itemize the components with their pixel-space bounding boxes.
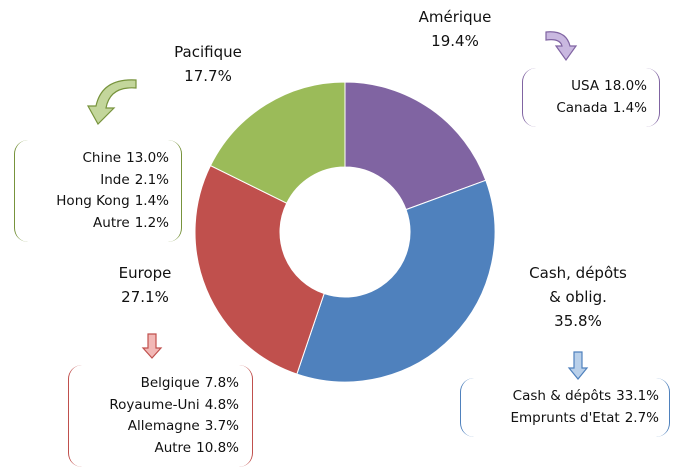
breakdown-value: 2.1% bbox=[134, 171, 169, 188]
breakdown-name: Inde bbox=[100, 171, 130, 188]
breakdown-row: Cash & dépôts 33.1% bbox=[471, 386, 659, 408]
donut-segment bbox=[296, 179, 496, 383]
category-name: Cash, dépôts & oblig. bbox=[529, 264, 627, 306]
category-name: Europe bbox=[118, 264, 172, 282]
breakdown-row: Autre 1.2% bbox=[27, 213, 169, 235]
value-label: 35.8% bbox=[554, 312, 602, 330]
breakdown-row: USA 18.0% bbox=[535, 76, 647, 98]
breakdown-value: 2.7% bbox=[624, 409, 659, 426]
breakdown-value: 4.8% bbox=[204, 396, 239, 413]
breakdown-name: Royaume-Uni bbox=[109, 396, 200, 413]
arrow bbox=[86, 79, 137, 125]
value-label: 19.4% bbox=[431, 32, 479, 50]
breakdown-row: Royaume-Uni 4.8% bbox=[82, 395, 239, 417]
breakdown-name: Chine bbox=[82, 150, 122, 166]
arrow bbox=[567, 351, 589, 380]
value-label: 27.1% bbox=[121, 288, 169, 306]
breakdown-row: Allemagne 3.7% bbox=[82, 416, 239, 438]
breakdown-row: Hong Kong 1.4% bbox=[27, 191, 169, 213]
arrow bbox=[545, 31, 578, 62]
breakdown-box: Belgique 7.8% Royaume-Uni 4.8% Allemagne 3.7%… bbox=[68, 365, 253, 467]
breakdown-row: Autre 10.8% bbox=[82, 438, 239, 460]
category-name: Amérique bbox=[418, 8, 492, 26]
breakdown-value: 13.0% bbox=[126, 150, 169, 166]
breakdown-row: Emprunts d'Etat 2.7% bbox=[471, 408, 659, 430]
breakdown-value: 7.8% bbox=[204, 375, 239, 391]
donut-segment bbox=[344, 81, 487, 211]
donut-segment bbox=[194, 164, 325, 375]
breakdown-name: Cash & dépôts bbox=[512, 388, 612, 404]
segment-label: Cash, dépôts & oblig. 35.8% bbox=[523, 261, 633, 333]
segment-label: Europe 27.1% bbox=[95, 261, 195, 309]
breakdown-name: USA bbox=[571, 78, 600, 94]
segment-label: Amérique 19.4% bbox=[405, 5, 505, 53]
breakdown-box: Cash & dépôts 33.1% Emprunts d'Etat 2.7% bbox=[460, 378, 670, 437]
breakdown-row: Chine 13.0% bbox=[27, 148, 170, 170]
segment-label: Pacifique 17.7% bbox=[158, 40, 258, 88]
arrow bbox=[141, 333, 163, 359]
breakdown-name: Hong Kong bbox=[56, 193, 130, 209]
donut-segment bbox=[209, 81, 346, 204]
category-name: Pacifique bbox=[174, 43, 242, 61]
breakdown-row: Canada 1.4% bbox=[535, 98, 647, 120]
breakdown-row: Inde 2.1% bbox=[27, 170, 169, 192]
breakdown-name: Canada bbox=[556, 99, 608, 116]
breakdown-value: 3.7% bbox=[204, 418, 239, 434]
breakdown-row: Belgique 7.8% bbox=[82, 373, 239, 395]
breakdown-box: Chine 13.0% Inde 2.1% Hong Kong 1.4% Autre 1.2% bbox=[14, 140, 182, 242]
breakdown-name: Belgique bbox=[140, 375, 200, 391]
value-label: 17.7% bbox=[184, 67, 232, 85]
breakdown-value: 1.4% bbox=[612, 99, 647, 116]
breakdown-value: 1.4% bbox=[134, 193, 169, 209]
breakdown-box: USA 18.0% Canada 1.4% bbox=[522, 68, 660, 127]
breakdown-name: Autre bbox=[154, 439, 192, 456]
breakdown-value: 1.2% bbox=[134, 214, 169, 231]
breakdown-name: Allemagne bbox=[127, 418, 200, 434]
breakdown-value: 18.0% bbox=[604, 78, 647, 94]
breakdown-name: Emprunts d'Etat bbox=[510, 409, 620, 426]
breakdown-name: Autre bbox=[93, 214, 130, 231]
breakdown-value: 33.1% bbox=[616, 388, 659, 404]
breakdown-value: 10.8% bbox=[196, 439, 239, 456]
